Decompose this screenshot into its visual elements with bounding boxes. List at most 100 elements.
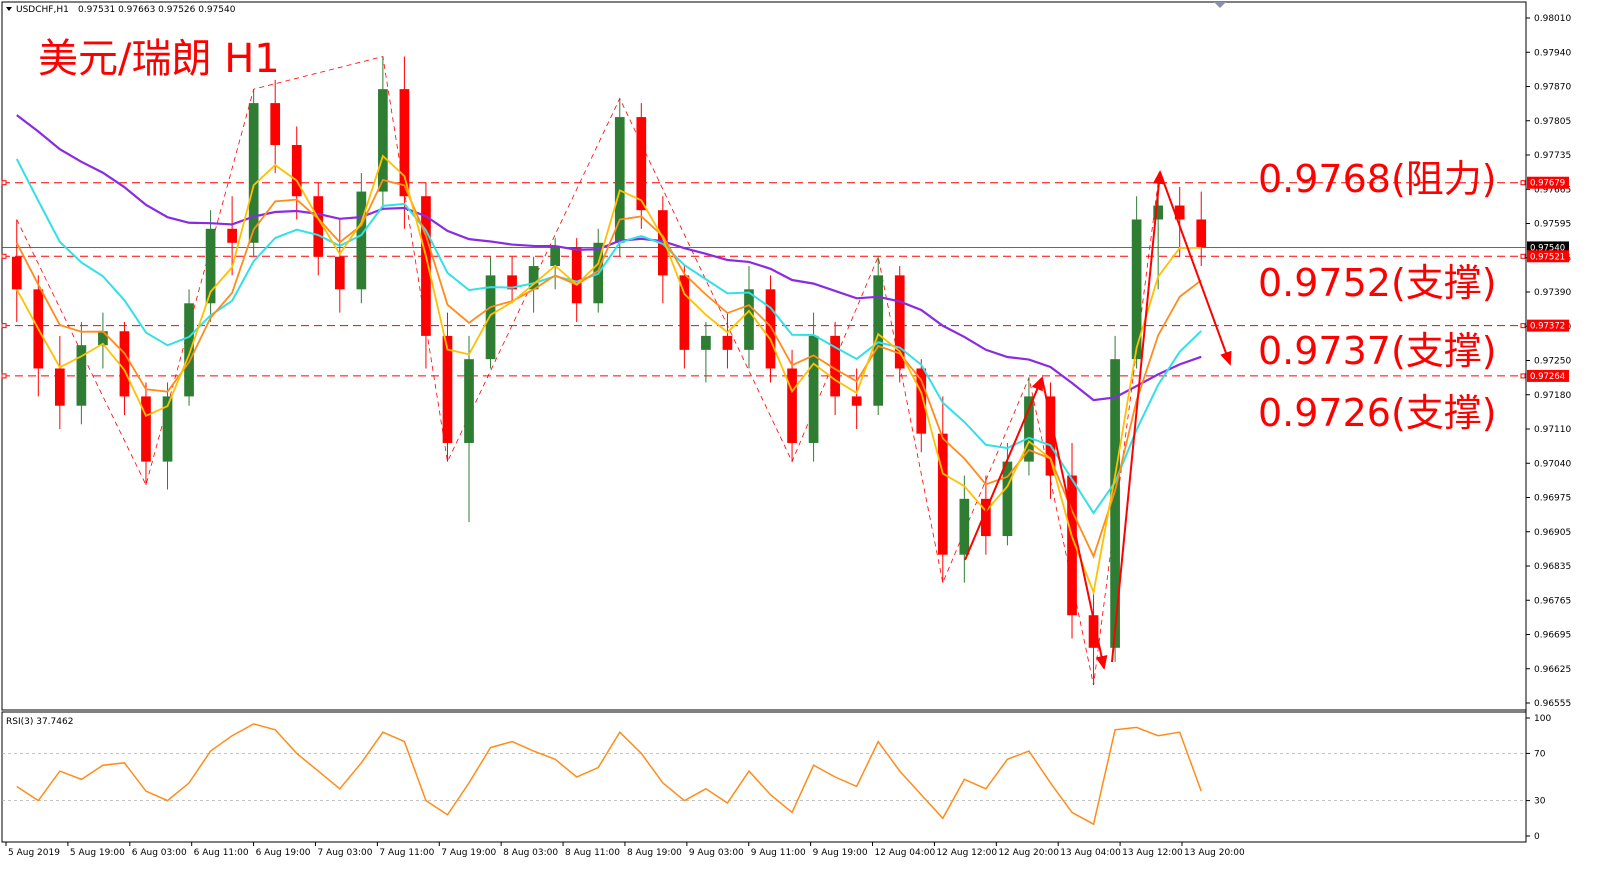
time-tick-label: 9 Aug 19:00 — [813, 848, 868, 858]
price-tick-label: 0.97180 — [1534, 391, 1571, 401]
candle-body — [744, 289, 754, 350]
trend-arrow — [1111, 170, 1165, 663]
time-tick-label: 5 Aug 2019 — [8, 848, 60, 858]
candle-body — [421, 196, 431, 336]
candle-body — [205, 228, 216, 304]
ma-fast-line — [15, 154, 1202, 596]
candle-body — [1131, 219, 1142, 360]
candle-body — [636, 117, 647, 211]
candle-body — [248, 103, 259, 243]
level-badge — [1527, 176, 1569, 189]
candle-body — [1045, 396, 1056, 476]
time-tick-label: 6 Aug 11:00 — [194, 848, 249, 858]
candle-body — [571, 247, 582, 304]
candle-body — [184, 303, 194, 397]
candle-body — [722, 335, 733, 350]
time-tick-label: 12 Aug 20:00 — [998, 848, 1059, 858]
candle-body — [76, 345, 87, 406]
time-tick-label: 5 Aug 19:00 — [70, 848, 125, 858]
candle-body — [614, 117, 625, 243]
time-tick-label: 8 Aug 03:00 — [503, 848, 558, 858]
level-label: 0.9752(支撑) — [1258, 261, 1497, 305]
shift-marker-icon[interactable] — [1214, 2, 1226, 8]
symbol-label: USDCHF,H1 — [16, 5, 69, 15]
candle-body — [701, 335, 711, 350]
price-tick-label: 0.97110 — [1534, 425, 1571, 435]
trend-arrow — [964, 376, 1043, 561]
time-tick-label: 6 Aug 03:00 — [132, 848, 187, 858]
time-tick-label: 13 Aug 20:00 — [1184, 848, 1245, 858]
time-tick-label: 8 Aug 11:00 — [565, 848, 620, 858]
time-tick-label: 6 Aug 19:00 — [256, 848, 311, 858]
level-label: 0.9737(支撑) — [1258, 329, 1497, 373]
time-tick-label: 13 Aug 04:00 — [1060, 848, 1121, 858]
level-marker — [1520, 373, 1526, 379]
price-tick-label: 0.96555 — [1534, 699, 1571, 709]
level-marker — [1520, 180, 1526, 186]
rsi-tick-label: 70 — [1534, 749, 1546, 759]
candle-body — [464, 359, 474, 443]
chart-title: 美元/瑞朗 H1 — [38, 36, 280, 82]
trend-arrow — [1041, 377, 1108, 670]
price-tick-label: 0.97665 — [1534, 185, 1571, 195]
candle-body — [485, 275, 496, 360]
chevron-down-icon[interactable] — [6, 7, 12, 11]
level-marker — [1, 373, 7, 379]
candle-body — [916, 368, 927, 434]
candle-body — [1110, 359, 1120, 648]
candle-body — [808, 335, 819, 443]
price-tick-label: 0.97870 — [1534, 83, 1571, 93]
candle-body — [356, 191, 367, 290]
candle-body — [399, 89, 410, 197]
candle-body — [981, 498, 991, 537]
candle-body — [851, 396, 862, 406]
candle-body — [765, 289, 776, 369]
time-tick-label: 9 Aug 11:00 — [751, 848, 806, 858]
price-tick-label: 0.97250 — [1534, 357, 1571, 367]
level-marker — [1, 180, 7, 186]
trend-arrow — [1159, 171, 1232, 366]
candle-body — [334, 256, 345, 290]
price-tick-label: 0.97040 — [1534, 459, 1571, 469]
rsi-tick-label: 100 — [1534, 714, 1551, 724]
candle-body — [11, 256, 22, 290]
price-tick-label: 0.97805 — [1534, 117, 1571, 127]
candle-body — [291, 145, 302, 197]
candle-body — [550, 247, 561, 267]
candle-body — [442, 335, 453, 443]
price-tick-label: 0.96835 — [1534, 562, 1571, 572]
candle-body — [378, 89, 388, 192]
price-tick-label: 0.96625 — [1534, 665, 1571, 675]
candle-body — [507, 275, 517, 290]
level-badge-label: 0.97372 — [1530, 322, 1565, 332]
zigzag-line — [16, 56, 1159, 686]
candle-body — [162, 396, 173, 462]
level-label: 0.9726(支撑) — [1258, 391, 1497, 435]
candle-body — [1196, 219, 1207, 248]
candle-body — [830, 335, 840, 397]
candle-body — [894, 275, 905, 369]
candle-body — [1024, 396, 1034, 462]
rsi-tick-label: 30 — [1534, 797, 1546, 807]
time-tick-label: 7 Aug 19:00 — [441, 848, 496, 858]
price-tick-label: 0.97735 — [1534, 151, 1571, 161]
level-marker — [1520, 253, 1526, 259]
price-tick-label: 0.96905 — [1534, 528, 1571, 538]
price-tick-label: 0.97595 — [1534, 220, 1571, 230]
price-tick-label: 0.96695 — [1534, 631, 1571, 641]
candle-body — [270, 103, 281, 146]
time-tick-label: 13 Aug 12:00 — [1122, 848, 1183, 858]
candle-body — [1174, 205, 1185, 220]
candle-body — [937, 433, 948, 555]
candle-body — [873, 275, 884, 406]
ma-slow-line — [15, 158, 1202, 515]
time-tick-label: 8 Aug 19:00 — [627, 848, 682, 858]
level-badge-label: 0.97679 — [1530, 179, 1565, 189]
candle-body — [657, 210, 668, 276]
time-tick-label: 9 Aug 03:00 — [689, 848, 744, 858]
price-tick-label: 0.98010 — [1534, 14, 1571, 24]
ohlc-quote: 0.97531 0.97663 0.97526 0.97540 — [78, 5, 236, 15]
rsi-label: RSI(3) 37.7462 — [6, 717, 73, 727]
candle-body — [959, 498, 970, 555]
